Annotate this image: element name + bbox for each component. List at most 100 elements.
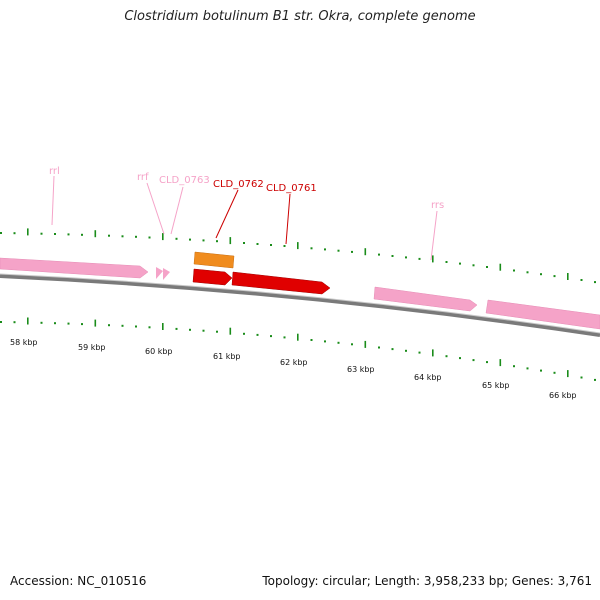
outer-ring-minor-tick [391, 255, 394, 257]
outer-ring-minor-tick [459, 262, 461, 265]
label-rrl: rrl [49, 166, 60, 177]
feature-rrf-a[interactable] [156, 267, 163, 279]
outer-ring-minor-tick [540, 273, 542, 276]
feature-cds-orange[interactable] [193, 251, 235, 269]
outer-ring-minor-tick [40, 232, 43, 235]
inner-ring-minor-tick [310, 339, 313, 341]
outer-ring-minor-tick [445, 261, 448, 263]
leader-cld-0761 [285, 193, 291, 245]
outer-ring-minor-tick [486, 266, 488, 268]
scale-label-64: 64 kbp [414, 373, 442, 382]
inner-ring-minor-tick [513, 365, 515, 368]
outer-ring-major-tick [297, 242, 299, 250]
feature-rrs[interactable] [373, 286, 478, 312]
inner-ring-minor-tick [391, 348, 394, 351]
outer-ring-minor-tick [351, 250, 353, 253]
inner-ring-major-tick [297, 333, 299, 341]
inner-ring-minor-tick [405, 349, 407, 352]
outer-ring-major-tick [162, 233, 164, 241]
outer-ring-minor-tick [108, 234, 110, 237]
inner-ring-minor-tick [148, 326, 151, 329]
outer-ring-minor-tick [418, 257, 421, 260]
outer-ring-minor-tick [148, 236, 151, 239]
outer-ring-minor-tick [526, 271, 529, 274]
outer-ring-minor-tick [67, 233, 70, 236]
feature-cld-0761[interactable] [231, 271, 331, 295]
inner-ring-minor-tick [324, 340, 326, 343]
leader-cld-0762 [215, 189, 239, 239]
feature-rrn-right[interactable] [485, 299, 600, 330]
scale-label-61: 61 kbp [213, 352, 241, 361]
label-cld-0762: CLD_0762 [213, 179, 264, 190]
outer-ring-major-tick [27, 228, 29, 236]
inner-ring-minor-tick [216, 330, 218, 333]
inner-ring-minor-tick [108, 324, 110, 327]
outer-ring-minor-tick [405, 256, 407, 259]
inner-ring-major-tick [499, 359, 502, 367]
feature-rrf-b[interactable] [163, 268, 170, 280]
inner-ring-minor-tick [459, 357, 461, 360]
outer-ring-minor-tick [256, 243, 259, 245]
map-title: Clostridium botulinum B1 str. Okra, comp… [124, 9, 476, 24]
inner-ring-minor-tick [418, 351, 421, 354]
inner-ring-minor-tick [0, 321, 2, 323]
scale-label-58: 58 kbp [10, 338, 38, 347]
inner-ring-minor-tick [121, 324, 124, 327]
outer-ring-minor-tick [202, 239, 205, 242]
leader-rrf [146, 182, 165, 235]
outer-ring-major-tick [94, 230, 97, 238]
inner-ring-minor-tick [81, 323, 83, 326]
outer-ring-major-tick [499, 263, 502, 271]
outer-ring-major-tick [229, 237, 232, 245]
outer-ring-minor-tick [270, 244, 272, 246]
scale-label-59: 59 kbp [78, 343, 106, 352]
inner-ring-minor-tick [243, 332, 245, 335]
label-rrf: rrf [137, 172, 149, 183]
inner-ring-minor-tick [378, 346, 380, 349]
inner-ring-minor-tick [337, 341, 340, 344]
inner-ring-minor-tick [175, 327, 178, 330]
outer-tick-ring [0, 228, 596, 284]
genome-backbone-highlight [0, 273, 600, 334]
inner-ring-major-tick [567, 370, 569, 378]
outer-ring-major-tick [364, 248, 367, 256]
outer-ring-minor-tick [243, 242, 245, 244]
scale-label-63: 63 kbp [347, 365, 375, 374]
scale-label-62: 62 kbp [280, 358, 308, 367]
inner-ring-minor-tick [202, 329, 205, 332]
outer-ring-minor-tick [81, 233, 83, 236]
inner-ring-major-tick [27, 317, 29, 325]
outer-ring-minor-tick [54, 233, 56, 235]
outer-ring-minor-tick [513, 269, 515, 272]
label-cld-0763: CLD_0763 [159, 175, 210, 186]
outer-ring-minor-tick [13, 232, 16, 235]
inner-ring-minor-tick [580, 376, 583, 379]
outer-ring-minor-tick [324, 248, 326, 251]
outer-ring-minor-tick [310, 247, 313, 250]
inner-ring-minor-tick [270, 335, 272, 338]
outer-ring-major-tick [567, 273, 569, 280]
feature-cld-0762[interactable] [192, 268, 233, 286]
outer-ring-minor-tick [378, 253, 380, 256]
outer-ring-minor-tick [553, 275, 556, 278]
inner-ring-minor-tick [283, 336, 286, 339]
leader-cld-0763 [170, 186, 184, 235]
outer-ring-minor-tick [337, 249, 340, 252]
outer-ring-minor-tick [175, 237, 178, 240]
label-rrs: rrs [431, 200, 444, 211]
feature-rrl[interactable] [0, 257, 149, 279]
inner-ring-minor-tick [13, 321, 16, 324]
inner-ring-minor-tick [486, 361, 488, 364]
inner-ring-minor-tick [540, 369, 542, 372]
outer-ring-major-tick [432, 255, 434, 263]
inner-ring-major-tick [364, 340, 367, 348]
inner-ring-minor-tick [189, 328, 191, 331]
inner-ring-major-tick [94, 319, 97, 327]
leader-rrs [430, 210, 438, 261]
outer-ring-minor-tick [216, 240, 218, 243]
outer-ring-minor-tick [0, 232, 2, 234]
inner-ring-minor-tick [594, 378, 596, 381]
accession-text: Accession: NC_010516 [10, 574, 147, 588]
outer-ring-minor-tick [189, 238, 191, 241]
